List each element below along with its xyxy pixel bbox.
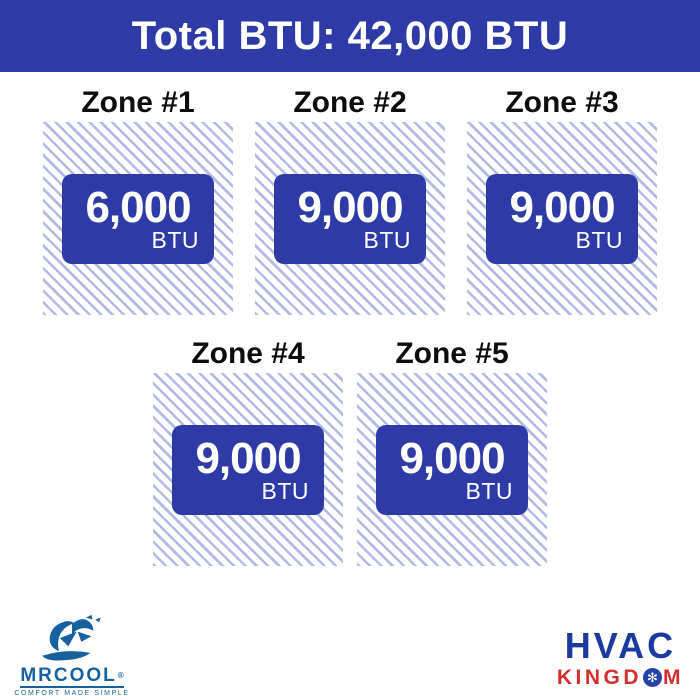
- zone-label: Zone #1: [81, 86, 195, 119]
- zone-block-1: Zone #1 6,000 BTU: [43, 84, 233, 315]
- kingdom-text-left: KINGD: [556, 666, 642, 689]
- btu-unit-label: BTU: [151, 227, 199, 253]
- btu-card: 9,000 BTU: [172, 424, 324, 515]
- zone-label: Zone #4: [191, 337, 305, 370]
- zone-hatched-area: 9,000 BTU: [467, 122, 657, 315]
- zone-block-3: Zone #3 9,000 BTU: [467, 84, 657, 315]
- mrcool-tagline: COMFORT MADE SIMPLE: [14, 690, 130, 697]
- btu-card: 6,000 BTU: [62, 173, 214, 264]
- btu-card: 9,000 BTU: [376, 424, 528, 515]
- page-title: Total BTU: 42,000 BTU: [131, 13, 569, 58]
- btu-value: 9,000: [195, 434, 301, 483]
- btu-card: 9,000 BTU: [486, 173, 638, 264]
- btu-unit-label: BTU: [363, 227, 411, 253]
- penguin-mascot-icon: [42, 614, 101, 661]
- zone-hatched-area: 9,000 BTU: [153, 373, 343, 566]
- btu-unit-label: BTU: [575, 227, 623, 253]
- btu-value: 9,000: [509, 183, 615, 232]
- btu-unit-label: BTU: [261, 478, 309, 504]
- zone-row-bottom: Zone #4 9,000 BTU Zone #5 9,000 BTU: [0, 335, 700, 566]
- zone-hatched-area: 9,000 BTU: [255, 122, 445, 315]
- hvac-wordmark: HVAC: [564, 625, 677, 666]
- zone-block-5: Zone #5 9,000 BTU: [357, 335, 547, 566]
- btu-unit-label: BTU: [465, 478, 513, 504]
- zone-label: Zone #2: [293, 86, 407, 119]
- btu-value: 9,000: [297, 183, 403, 232]
- kingdom-wordmark: KINGD ✻ M: [557, 667, 684, 688]
- zone-hatched-area: 6,000 BTU: [43, 122, 233, 315]
- zone-row-top: Zone #1 6,000 BTU Zone #2 9,000 BTU Zone…: [0, 84, 700, 315]
- registered-trademark-symbol: ®: [117, 671, 124, 680]
- mrcool-brand-text: MRCOOL: [20, 665, 117, 686]
- header-banner: Total BTU: 42,000 BTU: [0, 0, 700, 72]
- fan-globe-icon: ✻: [643, 668, 662, 687]
- btu-card: 9,000 BTU: [274, 173, 426, 264]
- zone-block-4: Zone #4 9,000 BTU: [153, 335, 343, 566]
- hvac-kingdom-logo: HVAC KINGD ✻ M: [557, 625, 684, 689]
- mrcool-wordmark: MRCOOL ®: [20, 665, 124, 688]
- zone-hatched-area: 9,000 BTU: [357, 373, 547, 566]
- mrcool-logo: MRCOOL ® COMFORT MADE SIMPLE: [12, 613, 132, 697]
- zone-label: Zone #5: [395, 337, 509, 370]
- btu-value: 6,000: [85, 183, 191, 232]
- zone-label: Zone #3: [505, 86, 619, 119]
- zone-block-2: Zone #2 9,000 BTU: [255, 84, 445, 315]
- kingdom-text-right: M: [663, 666, 684, 689]
- btu-value: 9,000: [399, 434, 505, 483]
